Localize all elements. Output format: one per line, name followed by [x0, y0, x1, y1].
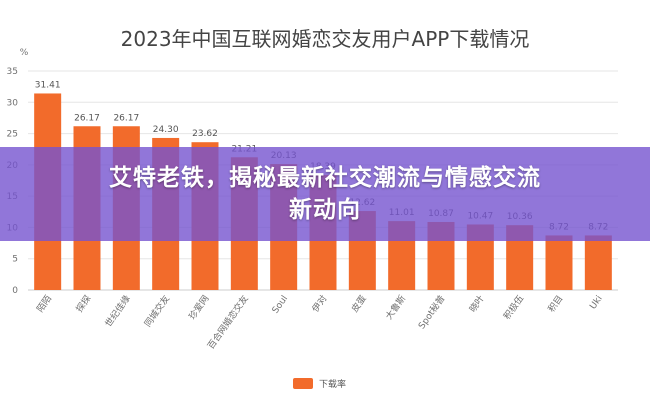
y-tick-label: 25 — [7, 130, 18, 140]
headline-line-2: 新动向 — [289, 197, 361, 223]
headline-line-1: 艾特老铁，揭秘最新社交潮流与情感交流 — [109, 165, 541, 191]
y-tick-label: 35 — [7, 67, 18, 77]
x-tick-label: Uki — [588, 294, 604, 311]
x-tick-label: 伊对 — [309, 293, 329, 315]
data-label: 26.17 — [113, 113, 139, 123]
x-tick-label: 同城交友 — [142, 293, 172, 329]
data-label: 26.17 — [74, 113, 100, 123]
data-label: 31.41 — [35, 80, 61, 90]
bar — [584, 235, 612, 290]
chart-title: 2023年中国互联网婚恋交友用户APP下载情况 — [121, 27, 530, 51]
x-tick-label: 皮蛋 — [349, 293, 369, 315]
x-tick-label: 积目 — [545, 293, 565, 315]
headline-banner: 艾特老铁，揭秘最新社交潮流与情感交流 新动向 — [0, 147, 650, 241]
legend-swatch — [293, 378, 313, 389]
y-tick-label: 5 — [12, 255, 18, 265]
x-tick-label: 世纪佳缘 — [102, 293, 132, 329]
bar — [545, 235, 573, 290]
y-axis-unit-label: % — [20, 48, 29, 58]
x-tick-label: 探探 — [73, 293, 93, 315]
data-label: 24.30 — [153, 125, 179, 135]
y-tick-label: 30 — [7, 98, 19, 108]
legend: 下载率 — [293, 378, 346, 390]
x-axis-ticks: 陌陌 探探 世纪佳缘 同城交友 珍爱网百合网婚恋交友 Soul 伊对 皮蛋 大鲁斯 Spot秘普晓… — [35, 293, 605, 352]
x-tick-label: 晓叶 — [467, 293, 487, 315]
x-tick-label: 大鲁斯 — [383, 293, 408, 322]
x-tick-label: Soul — [271, 294, 290, 316]
x-tick-label: 积极伍 — [501, 293, 526, 322]
x-tick-label: 陌陌 — [35, 293, 54, 314]
x-tick-label: Spot秘普 — [416, 293, 448, 331]
legend-label: 下载率 — [319, 378, 346, 390]
data-label: 23.62 — [192, 129, 218, 139]
y-tick-label: 0 — [12, 286, 18, 296]
x-tick-label: 百合网婚恋交友 — [205, 293, 251, 352]
x-tick-label: 珍爱网 — [186, 293, 211, 322]
